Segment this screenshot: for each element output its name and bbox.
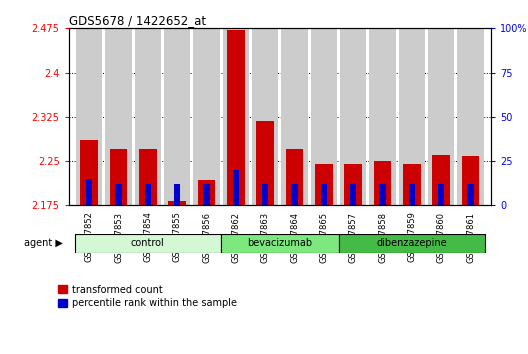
Bar bbox=[310, 28, 337, 205]
FancyBboxPatch shape bbox=[221, 234, 338, 253]
Bar bbox=[257, 121, 274, 205]
Bar bbox=[340, 28, 366, 205]
Text: agent ▶: agent ▶ bbox=[24, 238, 63, 249]
Bar bbox=[227, 29, 244, 205]
Bar bbox=[374, 161, 391, 205]
Bar bbox=[262, 184, 268, 205]
Bar bbox=[369, 28, 395, 205]
Bar bbox=[164, 28, 191, 205]
Bar bbox=[139, 149, 157, 205]
Bar bbox=[315, 164, 333, 205]
Bar bbox=[438, 184, 444, 205]
Bar bbox=[135, 28, 161, 205]
Bar bbox=[193, 28, 220, 205]
Bar bbox=[428, 28, 455, 205]
Bar bbox=[174, 184, 180, 205]
Bar bbox=[281, 28, 308, 205]
FancyBboxPatch shape bbox=[74, 234, 221, 253]
Bar bbox=[350, 184, 356, 205]
Text: bevacizumab: bevacizumab bbox=[247, 238, 313, 249]
Bar bbox=[286, 149, 303, 205]
Bar bbox=[457, 28, 484, 205]
Bar bbox=[344, 164, 362, 205]
Bar bbox=[233, 170, 239, 205]
Bar bbox=[145, 184, 151, 205]
Bar bbox=[380, 184, 385, 205]
Bar bbox=[409, 184, 415, 205]
Bar bbox=[203, 184, 210, 205]
Bar bbox=[432, 155, 450, 205]
Bar bbox=[403, 164, 421, 205]
Bar bbox=[116, 184, 121, 205]
Bar bbox=[197, 180, 215, 205]
Bar bbox=[223, 28, 249, 205]
Bar bbox=[291, 184, 298, 205]
Bar bbox=[86, 179, 92, 205]
Bar bbox=[105, 28, 131, 205]
Text: dibenzazepine: dibenzazepine bbox=[376, 238, 447, 249]
Bar bbox=[461, 156, 479, 205]
Bar bbox=[110, 149, 127, 205]
Text: control: control bbox=[131, 238, 165, 249]
Bar bbox=[252, 28, 278, 205]
Text: GDS5678 / 1422652_at: GDS5678 / 1422652_at bbox=[69, 14, 206, 27]
Bar bbox=[76, 28, 102, 205]
Legend: transformed count, percentile rank within the sample: transformed count, percentile rank withi… bbox=[58, 285, 237, 308]
Bar bbox=[321, 184, 327, 205]
Bar bbox=[80, 141, 98, 205]
FancyBboxPatch shape bbox=[338, 234, 485, 253]
Bar bbox=[168, 201, 186, 205]
Bar bbox=[399, 28, 425, 205]
Bar bbox=[467, 184, 474, 205]
